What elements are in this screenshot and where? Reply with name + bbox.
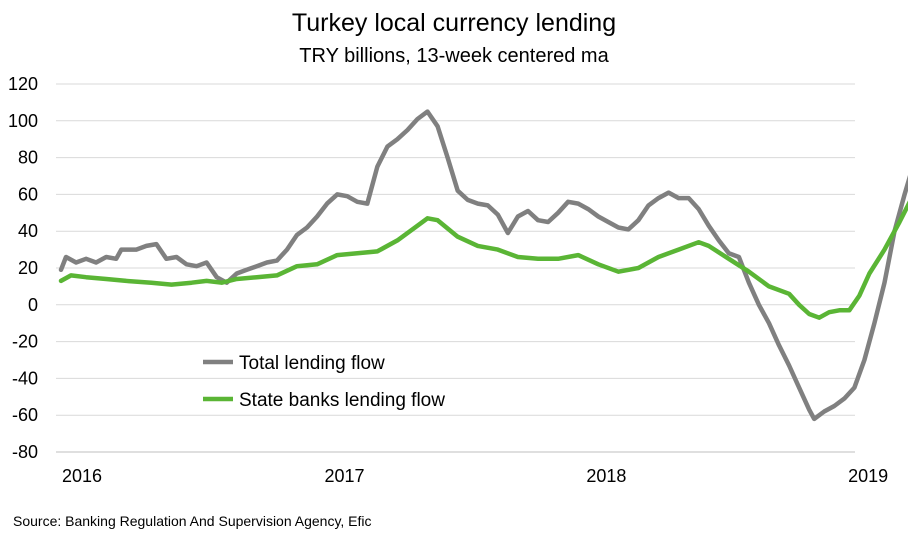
y-tick-label: -20 [12, 332, 38, 352]
legend-label: State banks lending flow [239, 390, 445, 411]
gridlines [56, 83, 855, 453]
x-tick-label: 2019 [848, 466, 888, 486]
source-note: Source: Banking Regulation And Supervisi… [13, 513, 372, 529]
x-tick-label: 2017 [325, 466, 365, 486]
x-tick-label: 2016 [62, 466, 102, 486]
y-tick-label: 100 [8, 111, 38, 131]
chart-title: Turkey local currency lending [291, 9, 617, 37]
series-lines [58, 109, 908, 422]
series-line-state-banks-lending [58, 200, 908, 320]
y-tick-label: 0 [28, 295, 38, 315]
y-tick-label: 120 [8, 74, 38, 94]
y-tick-label: 60 [18, 184, 38, 204]
chart-subtitle: TRY billions, 13-week centered ma [299, 45, 609, 67]
y-tick-label: 40 [18, 221, 38, 241]
y-tick-label: 20 [18, 258, 38, 278]
y-tick-label: -40 [12, 368, 38, 388]
y-tick-label: -80 [12, 442, 38, 462]
y-tick-label: -60 [12, 405, 38, 425]
series-line-total-lending [58, 109, 908, 422]
axes: 120 100 80 60 40 20 0 -20 -40 -60 -80 2016 2017 2018 2… [8, 74, 888, 486]
legend-label: Total lending flow [239, 353, 385, 374]
legend: Total lending flow State banks lending fl… [203, 353, 445, 411]
x-tick-label: 2018 [586, 466, 626, 486]
y-tick-label: 80 [18, 148, 38, 168]
